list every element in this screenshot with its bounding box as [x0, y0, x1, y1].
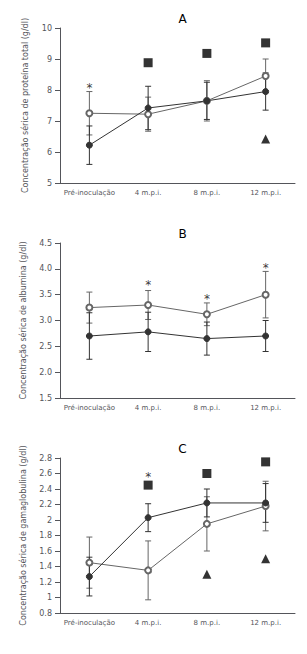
- svg-text:6: 6: [47, 148, 52, 157]
- svg-text:5: 5: [47, 179, 52, 188]
- svg-text:12 m.p.i.: 12 m.p.i.: [250, 404, 281, 412]
- svg-text:1.8: 1.8: [39, 531, 52, 540]
- svg-text:*: *: [145, 470, 151, 484]
- svg-text:1.5: 1.5: [39, 394, 52, 403]
- svg-text:4 m.p.i.: 4 m.p.i.: [135, 404, 162, 412]
- svg-text:2.8: 2.8: [39, 454, 52, 463]
- svg-text:4.0: 4.0: [39, 264, 52, 273]
- svg-text:8: 8: [47, 86, 52, 95]
- svg-text:*: *: [263, 261, 269, 275]
- svg-text:1.4: 1.4: [39, 562, 52, 571]
- svg-text:0.8: 0.8: [39, 609, 52, 618]
- svg-text:Concentração sérica de gamaglo: Concentração sérica de gamaglobulina (g/…: [18, 445, 28, 625]
- svg-text:8 m.p.i.: 8 m.p.i.: [194, 189, 221, 197]
- svg-text:8 m.p.i.: 8 m.p.i.: [194, 619, 221, 627]
- svg-text:2.6: 2.6: [39, 469, 52, 478]
- svg-text:*: *: [145, 278, 151, 292]
- svg-text:Pré-inoculação: Pré-inoculação: [64, 619, 115, 627]
- svg-text:2.2: 2.2: [39, 500, 52, 509]
- svg-text:4 m.p.i.: 4 m.p.i.: [135, 619, 162, 627]
- svg-text:1: 1: [47, 593, 52, 602]
- svg-text:A: A: [178, 12, 187, 26]
- svg-text:12 m.p.i.: 12 m.p.i.: [250, 189, 281, 197]
- svg-text:3.0: 3.0: [39, 316, 52, 325]
- svg-text:2.4: 2.4: [39, 485, 52, 494]
- svg-text:2.0: 2.0: [39, 368, 52, 377]
- svg-text:1.2: 1.2: [39, 578, 52, 587]
- svg-text:Pré-inoculação: Pré-inoculação: [64, 404, 115, 412]
- svg-text:3.5: 3.5: [39, 290, 52, 299]
- svg-text:2.5: 2.5: [39, 342, 52, 351]
- svg-text:8 m.p.i.: 8 m.p.i.: [194, 404, 221, 412]
- svg-text:12 m.p.i.: 12 m.p.i.: [250, 619, 281, 627]
- svg-text:B: B: [178, 227, 186, 241]
- svg-text:*: *: [86, 81, 92, 95]
- svg-text:7: 7: [47, 117, 52, 126]
- svg-text:1.6: 1.6: [39, 547, 52, 556]
- svg-text:2: 2: [47, 516, 52, 525]
- svg-text:9: 9: [47, 55, 52, 64]
- svg-text:4 m.p.i.: 4 m.p.i.: [135, 189, 162, 197]
- svg-text:10: 10: [42, 24, 52, 33]
- svg-text:4.5: 4.5: [39, 239, 52, 248]
- svg-text:Concentração sérica de albumin: Concentração sérica de albumina (g/dl): [18, 241, 28, 399]
- svg-text:C: C: [178, 442, 186, 456]
- svg-text:*: *: [204, 292, 210, 306]
- svg-text:Concentração sérica de proteín: Concentração sérica de proteína total (g…: [20, 18, 30, 193]
- svg-text:Pré-inoculação: Pré-inoculação: [64, 189, 115, 197]
